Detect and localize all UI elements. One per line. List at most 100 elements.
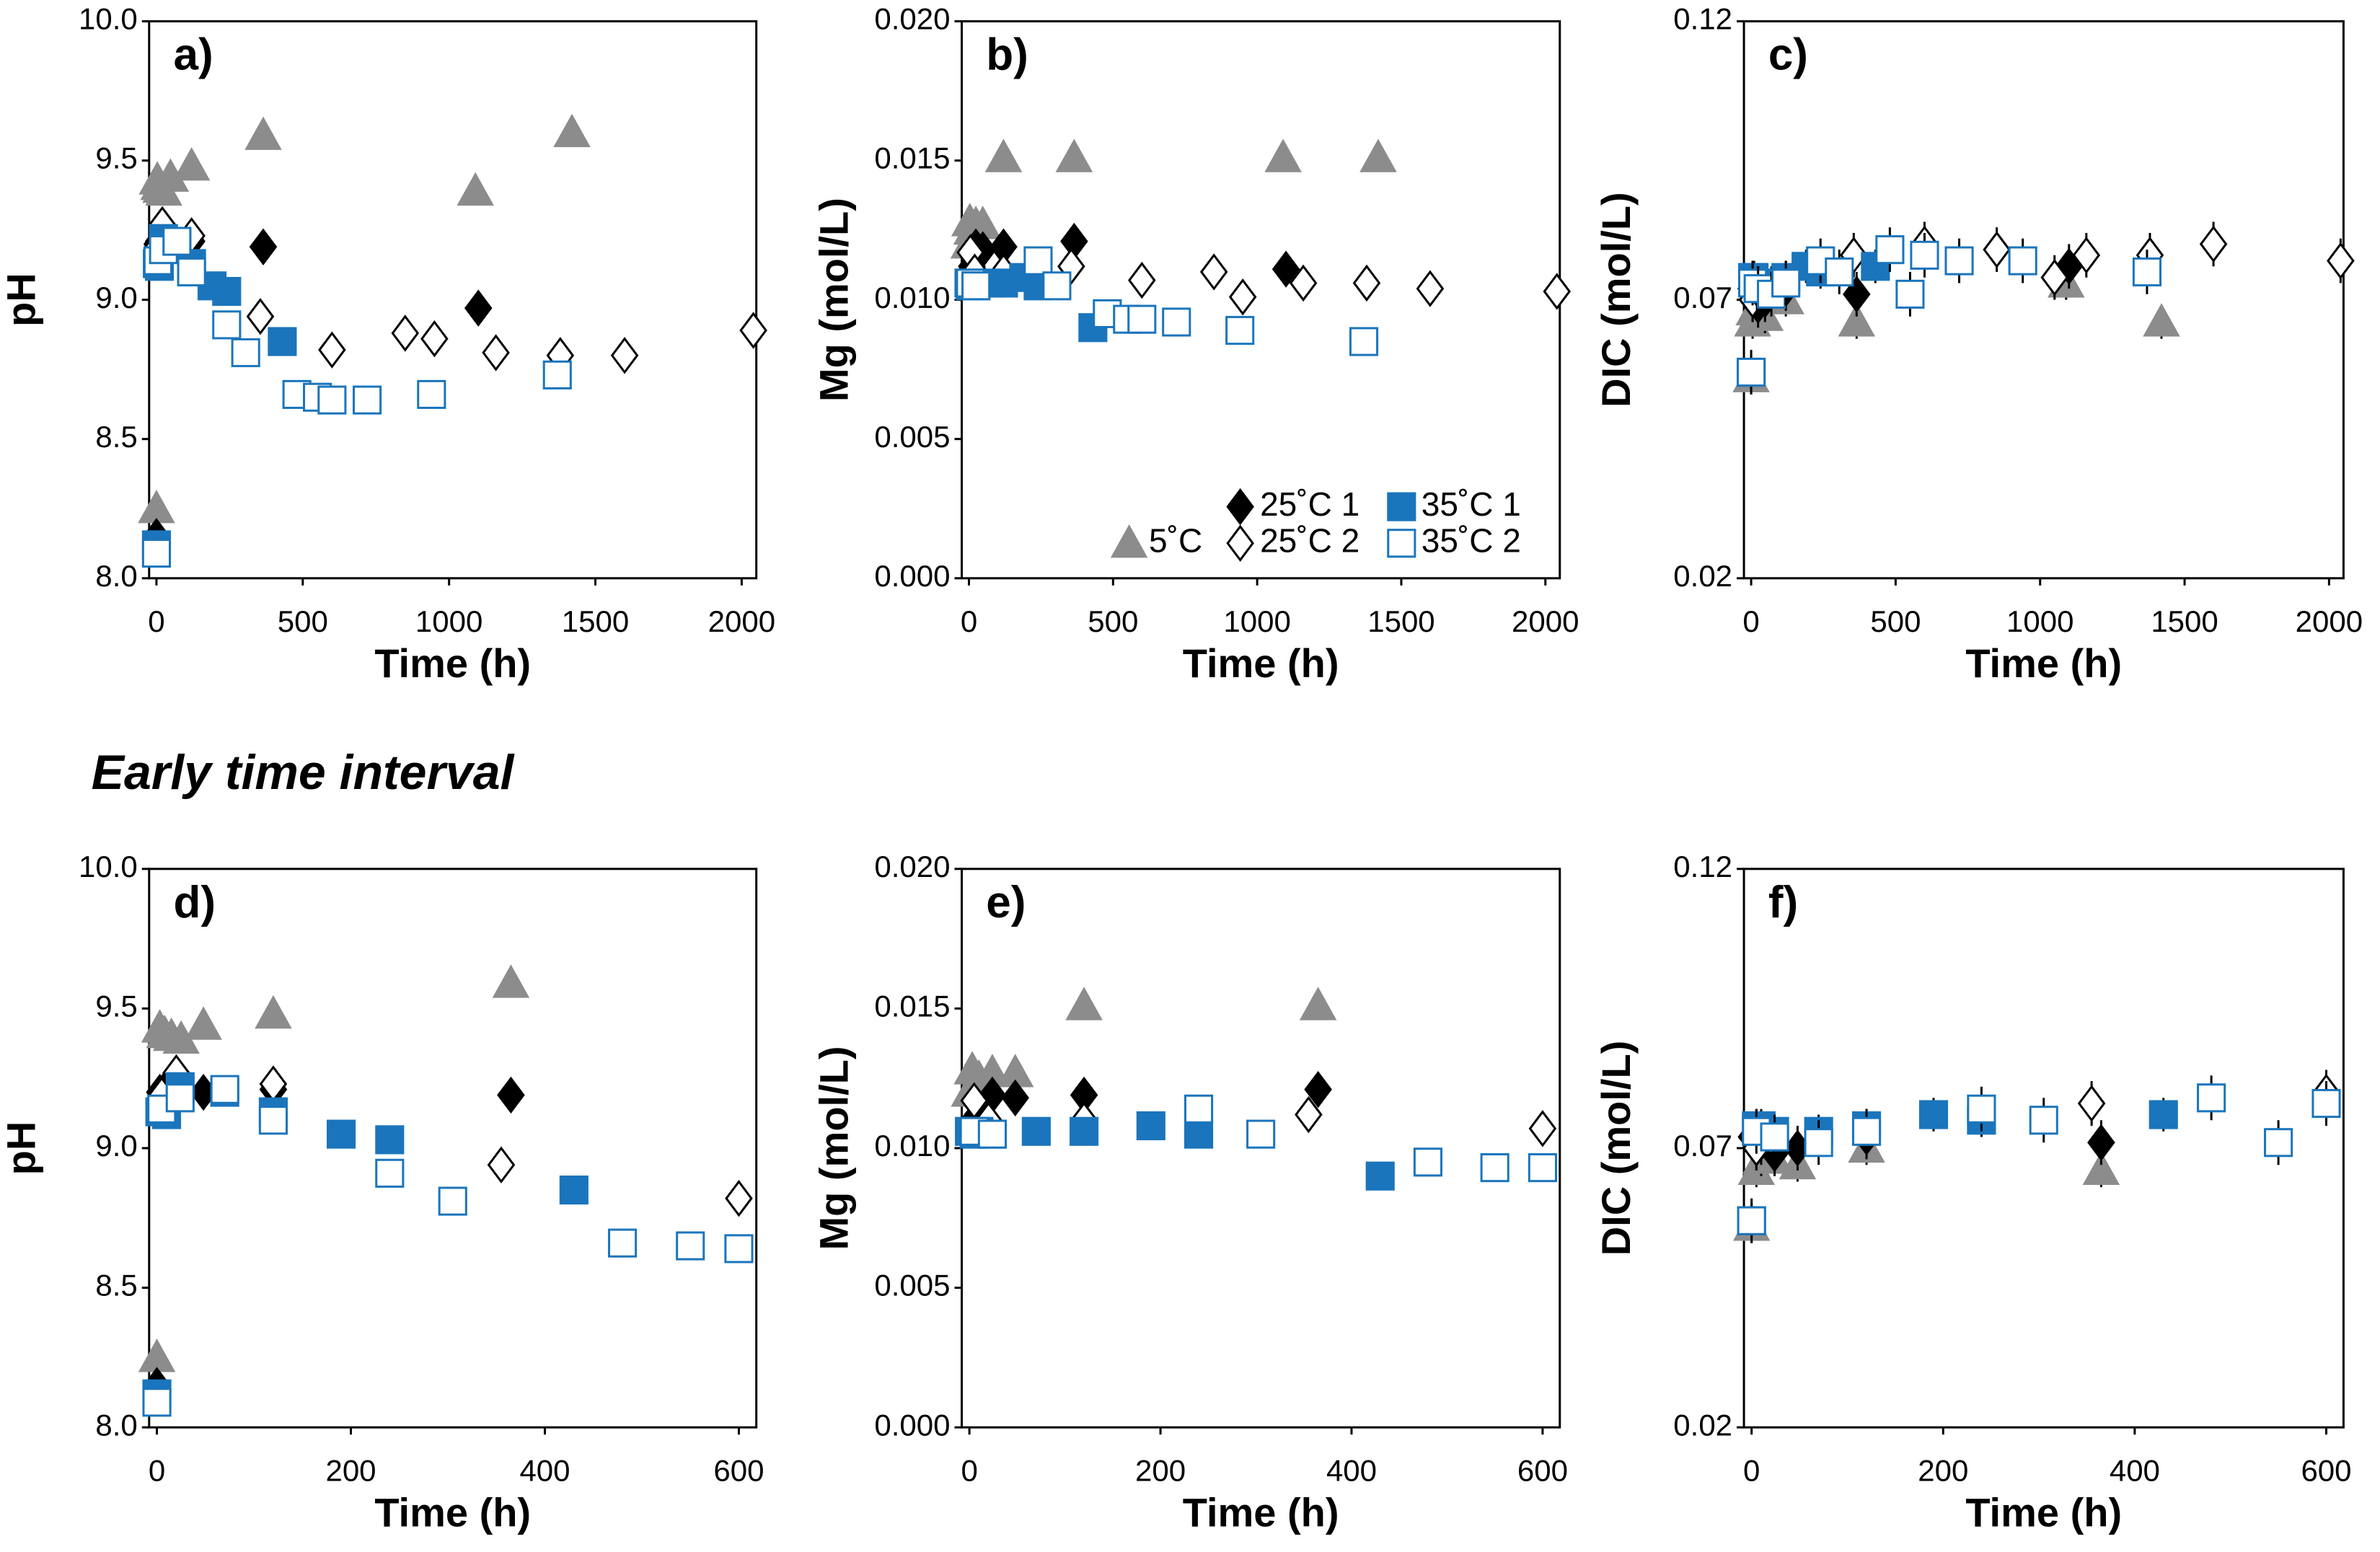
x-tick-label: 2000: [1512, 604, 1579, 638]
marker: [1184, 1094, 1214, 1124]
marker: [2148, 1100, 2178, 1129]
marker: [2143, 303, 2180, 337]
y-tick-label: 0.000: [874, 559, 950, 593]
marker: [482, 334, 510, 371]
plot-frame: [1742, 868, 2345, 1429]
marker: [2311, 1088, 2341, 1119]
x-tick-label: 1500: [562, 604, 629, 638]
marker: [185, 1006, 222, 1040]
marker: [1365, 1161, 1395, 1191]
marker: [1271, 250, 1300, 288]
marker: [1021, 1116, 1051, 1146]
marker: [1910, 240, 1939, 270]
marker: [2029, 1106, 2058, 1135]
marker: [1528, 1153, 1557, 1183]
y-tick-label: 8.0: [95, 559, 137, 593]
x-axis-title: Time (h): [1965, 640, 2122, 686]
y-axis-title: DIC (mol/L): [1593, 1041, 1639, 1256]
marker: [2327, 242, 2355, 280]
x-tick-label: 200: [325, 1454, 376, 1488]
y-tick-label: 10.0: [79, 2, 138, 36]
marker: [268, 327, 297, 356]
marker: [457, 172, 494, 206]
y-tick-label: 9.5: [95, 989, 137, 1023]
marker: [177, 257, 206, 287]
x-tick-label: 0: [149, 1454, 165, 1488]
marker: [317, 385, 347, 415]
legend-marker: [1110, 524, 1148, 558]
marker: [1944, 246, 1974, 275]
marker: [142, 1388, 172, 1417]
y-axis-title: Mg (mol/L): [811, 198, 856, 402]
marker: [2264, 1128, 2293, 1158]
y-tick-label: 8.5: [95, 1269, 137, 1302]
marker: [497, 1076, 525, 1114]
marker: [391, 314, 420, 352]
marker: [1225, 316, 1255, 345]
marker: [1070, 1116, 1099, 1146]
marker: [318, 331, 346, 369]
x-tick-label: 400: [2110, 1454, 2160, 1488]
marker: [492, 964, 530, 998]
marker: [1804, 1128, 1833, 1158]
marker: [961, 271, 991, 301]
marker: [1162, 307, 1191, 337]
marker: [1184, 1119, 1214, 1149]
marker: [326, 1119, 356, 1149]
y-tick-label: 0.005: [874, 1269, 950, 1302]
legend-marker: [1226, 524, 1254, 562]
marker: [1771, 268, 1801, 298]
marker: [1246, 1119, 1276, 1149]
x-tick-label: 400: [519, 1454, 570, 1488]
marker: [2197, 1083, 2226, 1113]
y-tick-label: 8.0: [95, 1408, 137, 1442]
marker: [2008, 246, 2037, 275]
marker: [1065, 987, 1103, 1020]
panel-label: a): [174, 30, 213, 80]
marker: [1983, 231, 2011, 268]
marker: [1352, 264, 1381, 302]
marker: [2199, 225, 2228, 263]
marker: [1543, 273, 1572, 310]
y-tick-label: 0.010: [874, 281, 950, 314]
legend-marker: [1387, 529, 1416, 558]
marker: [1295, 1095, 1323, 1134]
marker: [1851, 1116, 1882, 1146]
marker: [244, 116, 282, 150]
x-tick-label: 500: [278, 604, 328, 638]
marker: [2082, 1151, 2120, 1186]
marker: [1042, 271, 1072, 301]
marker: [138, 489, 175, 524]
legend-label: 35˚C 1: [1422, 485, 1521, 523]
marker: [246, 298, 275, 335]
x-tick-label: 400: [1326, 1454, 1377, 1488]
marker: [1304, 1070, 1332, 1108]
marker: [1413, 1147, 1443, 1177]
y-tick-label: 0.020: [874, 2, 950, 36]
y-tick-label: 0.12: [1673, 850, 1732, 883]
marker: [165, 1083, 195, 1113]
x-tick-label: 200: [1918, 1454, 1968, 1488]
marker: [1289, 264, 1318, 302]
y-tick-label: 10.0: [79, 850, 138, 883]
x-tick-label: 2000: [2296, 604, 2363, 638]
y-tick-label: 0.07: [1673, 1129, 1732, 1163]
marker: [1349, 327, 1379, 356]
marker: [1480, 1153, 1509, 1183]
y-tick-label: 0.02: [1673, 1408, 1732, 1442]
x-axis-title: Time (h): [1965, 1489, 2122, 1535]
marker: [162, 226, 192, 256]
y-tick-label: 0.015: [874, 989, 950, 1023]
marker: [212, 277, 242, 307]
panel-label: d): [174, 878, 216, 927]
x-axis-title: Time (h): [1183, 1489, 1339, 1535]
x-tick-label: 0: [961, 604, 977, 638]
marker: [417, 379, 446, 410]
x-tick-label: 1000: [415, 604, 482, 638]
marker: [608, 1228, 638, 1258]
panel-label: c): [1768, 30, 1808, 80]
plot-frame: [148, 868, 758, 1429]
legend-marker: [1387, 492, 1416, 521]
x-axis-title: Time (h): [1183, 640, 1339, 686]
marker: [1264, 138, 1302, 172]
